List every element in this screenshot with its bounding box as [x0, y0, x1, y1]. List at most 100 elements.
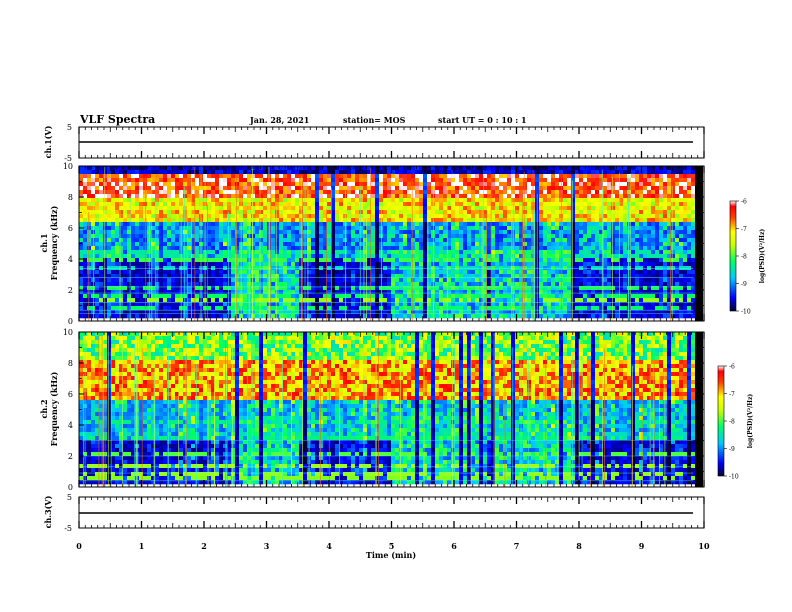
ch1-spectrogram-cell: [235, 282, 240, 287]
ch1-spectrogram-cell: [575, 206, 580, 211]
ch1-spectrogram-cell: [479, 198, 484, 203]
ch1-spectrogram-cell: [403, 298, 408, 303]
ch1-spectrogram-cell: [375, 234, 380, 239]
ch1-spectrogram-cell: [399, 202, 404, 207]
ch1-spectrogram-cell: [187, 286, 192, 291]
ch1-spectrogram-cell: [435, 222, 440, 227]
ch1-spectrogram-cell: [83, 278, 88, 283]
ch1-spectrogram-cell: [435, 282, 440, 287]
ch1-spectrogram-cell: [263, 286, 268, 291]
ch1-spectrogram-cell: [491, 278, 496, 283]
ch1-spectrogram-cell: [151, 310, 156, 315]
start-time-label: start UT = 0 : 10 : 1: [438, 115, 527, 125]
ch1-spectrogram-cell: [235, 166, 240, 171]
ch1-spectrogram-cell: [79, 262, 84, 267]
ch1-spectrogram-cell: [527, 278, 532, 283]
ch1-spectrogram-cell: [487, 222, 492, 227]
ch1-spectrogram-cell: [375, 170, 380, 175]
ch1-spectrogram-cell: [179, 170, 184, 175]
ch1-spectrogram-cell: [163, 238, 168, 243]
ch1-spectrogram-cell: [367, 234, 372, 239]
ch1-spectrogram-cell: [367, 230, 372, 235]
ch1-spectrogram-cell: [391, 314, 396, 319]
ch1-spectrogram-cell: [323, 230, 328, 235]
ch1-spectrogram-cell: [295, 170, 300, 175]
ch1-spectrogram-cell: [159, 274, 164, 279]
ch1-spectrogram-cell: [239, 170, 244, 175]
ch1-spectrogram-cell: [79, 246, 84, 251]
ch1-spectrogram-cell: [91, 286, 96, 291]
ch1-spectrogram-cell: [435, 190, 440, 195]
ch1-spectrogram-cell: [335, 242, 340, 247]
ch1-spectrogram-cell: [519, 234, 524, 239]
ch1-spectrogram-cell: [359, 182, 364, 187]
ch1-spectrogram-cell: [323, 234, 328, 239]
ch1-spectrogram-cell: [219, 186, 224, 191]
ch1-spectrogram-cell: [307, 210, 312, 215]
ch1-spectrogram-cell: [579, 210, 584, 215]
ch1-spectrogram-cell: [279, 202, 284, 207]
ch1-spectrogram-cell: [331, 190, 336, 195]
ch1-spectrogram-cell: [275, 198, 280, 203]
ch1-spectrogram-cell: [311, 198, 316, 203]
ch1-spectrogram-cell: [551, 278, 556, 283]
ch1-spectrogram-cell: [103, 290, 108, 295]
ch1-spectrogram-cell: [167, 262, 172, 267]
ch1-spectrogram-cell: [235, 258, 240, 263]
ch1-waveform-ytick-top: 5: [67, 123, 72, 132]
ch1-spectrogram-cell: [367, 310, 372, 315]
ch1-spectrogram-cell: [491, 190, 496, 195]
ch1-spectrogram-cell: [475, 302, 480, 307]
ch1-spectrogram-cell: [483, 250, 488, 255]
ch1-spectrogram-cell: [283, 246, 288, 251]
ch1-spectrogram-cell: [291, 218, 296, 223]
ch1-spectrogram-cell: [155, 182, 160, 187]
ch1-spectrogram-cell: [107, 210, 112, 215]
ch1-spectrogram-cell: [259, 254, 264, 259]
ch1-spectrogram-cell: [159, 250, 164, 255]
ch1-spectrogram-cell: [263, 170, 268, 175]
ch1-spectrogram-cell: [551, 170, 556, 175]
ch1-spectrogram-cell: [355, 222, 360, 227]
ch1-spectrogram-cell: [195, 226, 200, 231]
ch1-spectrogram-cell: [227, 258, 232, 263]
ch1-spectrogram-cell: [519, 270, 524, 275]
ch1-spectrogram-cell: [151, 218, 156, 223]
ch1-spectrogram-cell: [371, 202, 376, 207]
ch1-spectrogram-cell: [371, 186, 376, 191]
ch1-spectrogram-cell: [491, 210, 496, 215]
ch1-spectrogram-cell: [543, 270, 548, 275]
ch1-spectrogram-cell: [443, 190, 448, 195]
ch1-spectrogram-cell: [123, 230, 128, 235]
ch1-spectrogram-cell: [263, 294, 268, 299]
ch1-spectrogram-cell: [91, 274, 96, 279]
ch1-spectrogram-cell: [511, 198, 516, 203]
ch1-spectrogram-cell: [119, 238, 124, 243]
ch1-spectrogram-cell: [307, 166, 312, 171]
ch1-spectrogram-cell: [487, 302, 492, 307]
ch1-spectrogram-cell: [399, 290, 404, 295]
ch1-spectrogram-cell: [327, 294, 332, 299]
ch1-spectrogram-cell: [491, 250, 496, 255]
ch1-spectrogram-cell: [475, 198, 480, 203]
ch1-spectrogram-cell: [171, 278, 176, 283]
ch1-spectrogram-cell: [95, 210, 100, 215]
ch1-spectrogram-cell: [479, 174, 484, 179]
ch1-spectrogram-cell: [259, 206, 264, 211]
ch1-spectrogram-cell: [455, 298, 460, 303]
ch1-spectrogram-cell: [127, 286, 132, 291]
ch1-spectrogram-cell: [91, 290, 96, 295]
ch1-spectrogram-cell: [243, 234, 248, 239]
ch1-spectrogram-cell: [279, 238, 284, 243]
ch1-spectrogram-cell: [387, 202, 392, 207]
ch1-spectrogram-cell: [291, 198, 296, 203]
ch1-spectrogram-cell: [295, 190, 300, 195]
ch1-spectrogram-cell: [347, 226, 352, 231]
ch1-spectrogram-cell: [511, 218, 516, 223]
ch1-spectrogram-cell: [551, 254, 556, 259]
ch1-spectrogram-cell: [103, 178, 108, 183]
ch1-spectrogram-cell: [235, 246, 240, 251]
ch1-spectrogram-cell: [123, 242, 128, 247]
ch1-spectrogram-cell: [379, 290, 384, 295]
ch1-spectrogram-cell: [259, 258, 264, 263]
